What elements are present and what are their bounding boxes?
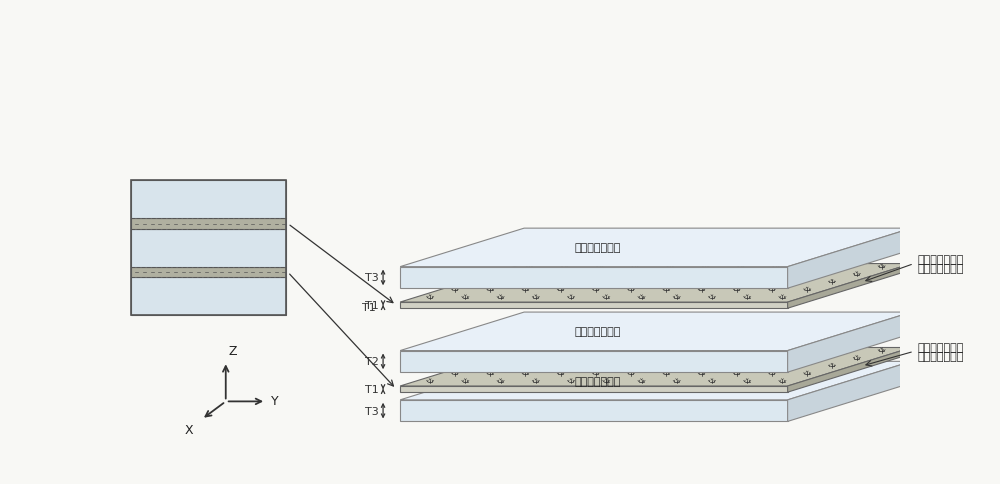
Text: 的三极子缝隆阵: 的三极子缝隆阵 [918, 264, 964, 273]
Bar [131, 181, 286, 219]
Text: T3: T3 [365, 406, 379, 416]
Polygon shape [400, 228, 912, 267]
Text: T1: T1 [365, 301, 379, 311]
Polygon shape [400, 362, 912, 400]
Text: 层一：硬介质层: 层一：硬介质层 [575, 243, 621, 253]
Polygon shape [400, 348, 912, 386]
Polygon shape [400, 267, 788, 288]
Text: 层四：加载分形: 层四：加载分形 [918, 342, 964, 352]
Text: T2: T2 [365, 357, 379, 366]
Text: Z: Z [229, 344, 237, 357]
Text: 层五：硬介质层: 层五：硬介质层 [575, 376, 621, 386]
Bar [131, 278, 286, 316]
Polygon shape [788, 264, 912, 309]
Polygon shape [400, 313, 912, 351]
Text: 层二：加载分形: 层二：加载分形 [918, 255, 964, 264]
Polygon shape [788, 313, 912, 372]
Bar [131, 267, 286, 278]
Text: T3: T3 [365, 273, 379, 283]
Bar [131, 181, 286, 316]
Text: Y: Y [271, 394, 278, 407]
Polygon shape [788, 228, 912, 288]
Polygon shape [400, 386, 788, 393]
Polygon shape [400, 400, 788, 422]
Text: 的三极子缝隆阵: 的三极子缝隆阵 [918, 351, 964, 361]
Polygon shape [400, 264, 912, 302]
Text: T1: T1 [362, 302, 375, 312]
Text: T1: T1 [365, 384, 379, 394]
Text: 层三：硬介质层: 层三：硬介质层 [575, 327, 621, 337]
Polygon shape [400, 302, 788, 309]
Bar [131, 229, 286, 267]
Text: X: X [185, 423, 193, 436]
Polygon shape [788, 348, 912, 393]
Bar [131, 219, 286, 229]
Polygon shape [400, 351, 788, 372]
Polygon shape [788, 362, 912, 422]
